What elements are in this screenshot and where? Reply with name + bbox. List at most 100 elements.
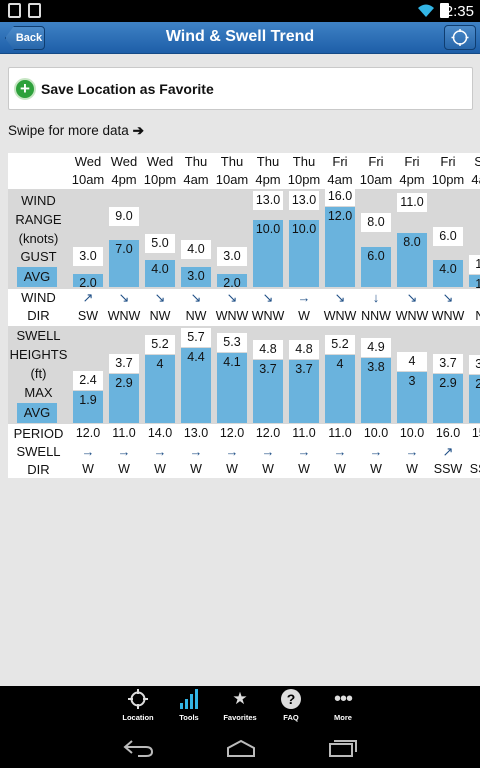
wind-range-label: WIND RANGE (knots) — [8, 191, 69, 248]
wind-dir-value: NE — [475, 309, 480, 323]
more-icon: ••• — [333, 688, 353, 710]
swell-dir-value: W — [118, 462, 130, 476]
swell-avg-value: 3.7 — [295, 362, 313, 377]
knots-label: (knots) — [18, 231, 59, 246]
column-time: 4pm — [111, 172, 137, 187]
save-favorite-button[interactable]: + Save Location as Favorite — [8, 67, 473, 110]
system-nav — [0, 726, 480, 768]
wind-dir-value: W — [298, 309, 310, 323]
wind-avg-bar — [289, 220, 319, 287]
add-icon: + — [14, 78, 36, 100]
wind-dir-arrow-icon: ↘ — [442, 290, 454, 305]
swell-avg-bar — [217, 353, 247, 423]
back-button[interactable]: Back — [5, 26, 45, 50]
wind-dir-value: WNW — [107, 309, 141, 323]
swell-avg-value: 1.9 — [79, 392, 97, 407]
swell-max-value: 5.7 — [181, 328, 211, 348]
wind-avg-bar — [181, 266, 211, 287]
wind-dir-arrow-icon: ↘ — [262, 290, 274, 305]
nav-label: More — [334, 713, 352, 722]
wind-label: WIND — [21, 193, 56, 208]
period-label: PERIOD — [13, 426, 64, 441]
column-time: 4am — [327, 172, 353, 187]
save-favorite-label: Save Location as Favorite — [41, 81, 214, 97]
swell-dir-arrow-icon: → — [81, 444, 95, 459]
range-label: RANGE — [15, 212, 62, 227]
period-value: 12.0 — [75, 426, 101, 440]
recents-icon[interactable] — [326, 738, 360, 758]
column-time: 4pm — [399, 172, 425, 187]
wind-avg-value: 2.0 — [223, 275, 241, 290]
swell-avg-bar — [181, 348, 211, 423]
wind-gust-value: 9.0 — [109, 206, 139, 226]
wind-avg-bar — [361, 246, 391, 287]
column-day: Thu — [220, 154, 244, 169]
swell-avg-value: 2.8 — [475, 377, 480, 392]
nav-label: Favorites — [223, 713, 257, 722]
nav-label: Location — [122, 713, 154, 722]
wind-avg-bar — [397, 233, 427, 287]
column-day: Wed — [74, 154, 102, 169]
period-value: 11.0 — [292, 426, 316, 440]
swell-avg-value: 2.9 — [115, 375, 133, 390]
swell-avg-bar — [253, 360, 283, 423]
status-bar: 2:35 — [0, 0, 480, 22]
column-time: 10am — [359, 172, 393, 187]
wind-gust-value: 11.0 — [397, 193, 427, 213]
swell-avg-value: 3 — [408, 374, 416, 388]
swell-label: SWELL — [16, 328, 61, 343]
column-time: 10pm — [143, 172, 177, 187]
wind-gust-value: 5.0 — [145, 233, 175, 253]
wind-avg-value: 10.0 — [291, 222, 317, 236]
column-time: 10am — [215, 172, 249, 187]
swell-dir-label-line1: SWELL — [16, 444, 61, 459]
wind-avg-bar — [73, 273, 103, 287]
swipe-hint: Swipe for more data ➔ — [8, 123, 144, 139]
nav-favorites[interactable]: ★ Favorites — [215, 686, 265, 726]
period-value: 13.0 — [183, 426, 209, 440]
home-icon[interactable] — [224, 738, 258, 758]
swell-dir-value: W — [82, 462, 94, 476]
swell-max-value: 4.8 — [289, 340, 319, 360]
column-time: 4pm — [255, 172, 281, 187]
swell-dir-value: SSW — [433, 462, 463, 476]
wind-avg-bar — [109, 240, 139, 287]
page-title: Wind & Swell Trend — [165, 28, 315, 45]
column-day: Fri — [368, 154, 384, 169]
back-icon[interactable] — [122, 738, 156, 758]
wind-dir-arrow-icon: → — [297, 290, 311, 305]
swell-avg-value: 4 — [336, 357, 344, 371]
column-day: Thu — [256, 154, 280, 169]
avg-label: AVG — [17, 267, 57, 287]
swell-max-value: 5.2 — [145, 335, 175, 354]
wind-gust-value: 3.0 — [73, 246, 103, 266]
wind-gust-value: 13.0 — [253, 191, 283, 210]
star-icon: ★ — [232, 689, 248, 708]
wind-avg-value: 7.0 — [115, 242, 133, 257]
column-day: Wed — [110, 154, 138, 169]
column-day: Thu — [292, 154, 316, 169]
wind-dir-value: WNW — [395, 309, 429, 323]
nav-location[interactable]: Location — [113, 686, 163, 726]
column-time: 4am — [471, 172, 480, 187]
swell-dir-arrow-icon: → — [225, 444, 239, 459]
crosshair-icon — [451, 29, 469, 46]
max-label: MAX — [24, 385, 53, 400]
swell-avg-bar — [109, 373, 139, 423]
swell-avg-bar — [397, 372, 427, 423]
period-value: 16.0 — [435, 426, 461, 440]
wind-avg-value: 4.0 — [151, 262, 169, 277]
wind-avg-bar — [253, 220, 283, 287]
period-value: 11.0 — [328, 426, 352, 440]
locate-button[interactable] — [444, 25, 476, 50]
wind-avg-value: 10.0 — [255, 222, 281, 236]
swell-avg-bar — [361, 358, 391, 423]
signal-bars-icon — [180, 689, 198, 709]
wind-avg-bar — [145, 260, 175, 287]
wind-avg-value: 1.0 — [475, 277, 480, 291]
nav-faq[interactable]: ? FAQ — [266, 686, 316, 726]
nav-more[interactable]: ••• More — [318, 686, 368, 726]
nav-tools[interactable]: Tools — [164, 686, 214, 726]
swell-max-value: 5.3 — [217, 333, 247, 353]
trend-table[interactable]: WIND RANGE (knots) GUST AVG WIND DIR SWE… — [8, 153, 480, 478]
